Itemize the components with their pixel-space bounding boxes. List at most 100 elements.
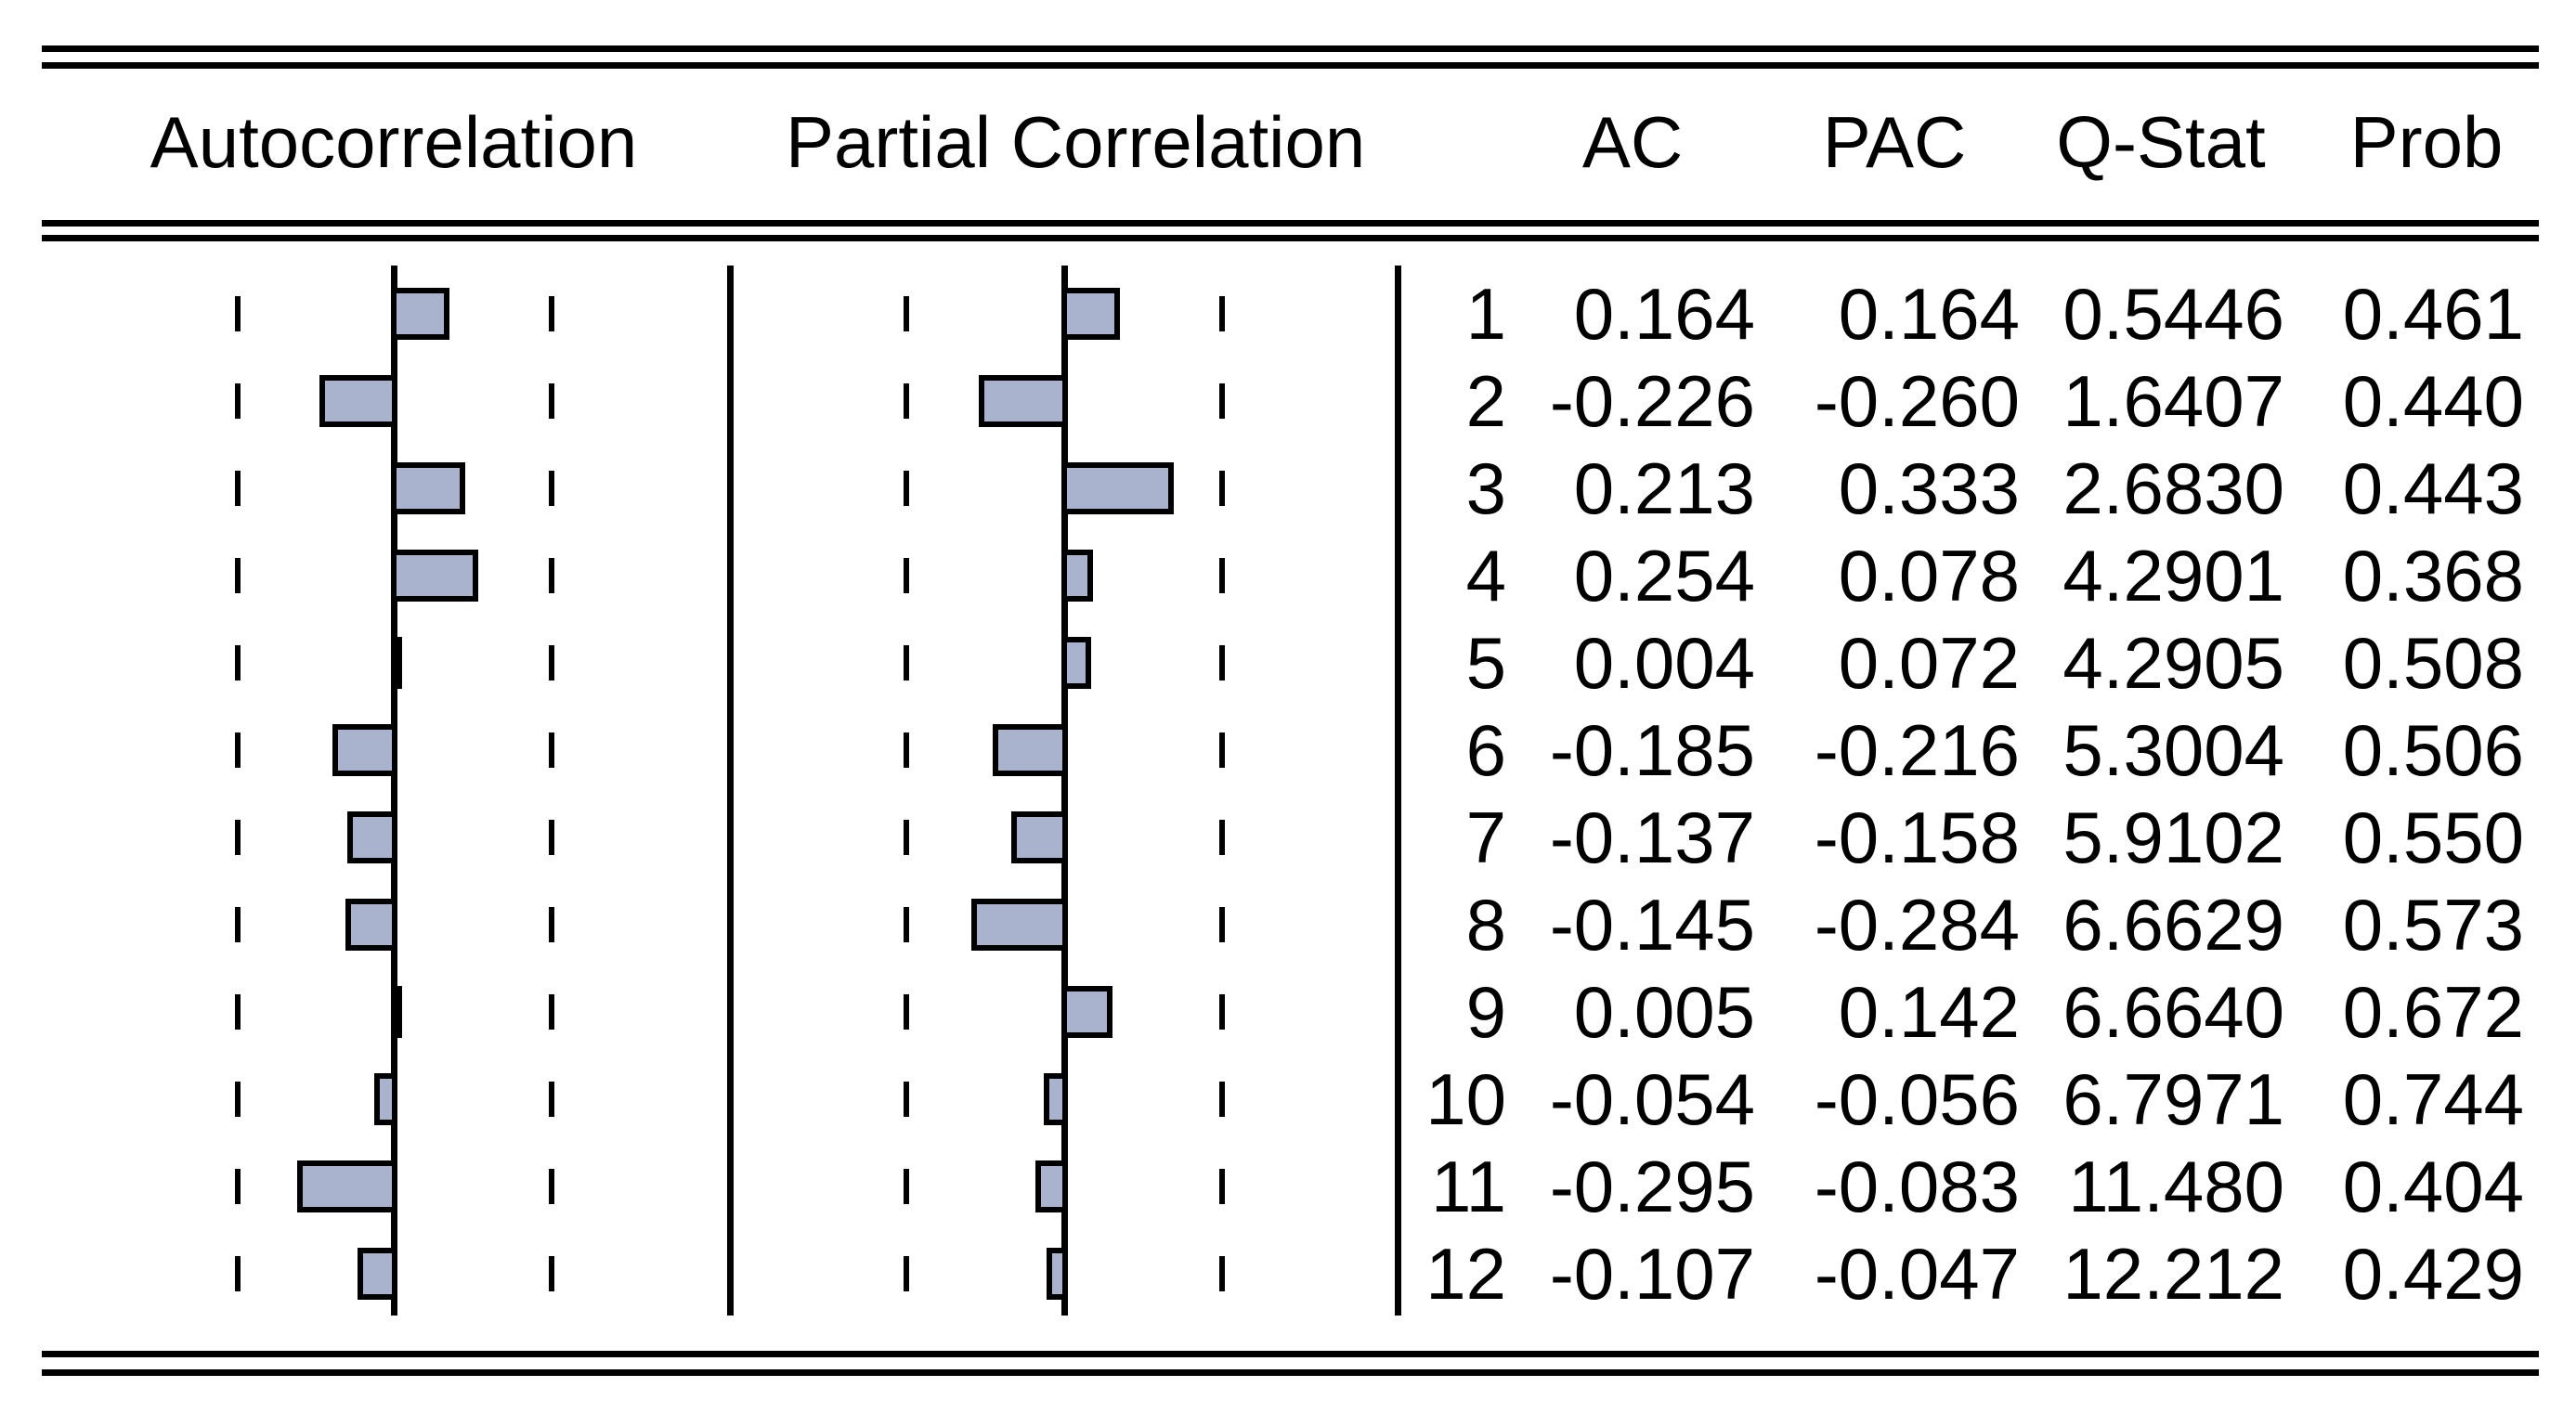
prob-cell: 0.506: [2342, 709, 2524, 791]
prob-cell: 0.744: [2342, 1058, 2524, 1140]
pac-bar-lag-7: [1011, 811, 1068, 863]
prob-cell: 0.440: [2342, 360, 2524, 442]
lag-cell: 12: [1425, 1233, 1506, 1315]
prob-cell: 0.368: [2342, 535, 2524, 616]
pac-bar-lag-10: [1044, 1073, 1068, 1125]
qstat-cell: 6.6629: [2062, 884, 2284, 966]
prob-cell: 0.508: [2342, 622, 2524, 704]
table-row: 4 0.254 0.078 4.2901 0.368: [0, 532, 2576, 619]
prob-cell: 0.404: [2342, 1146, 2524, 1227]
ac-cell: -0.137: [1549, 797, 1755, 878]
table-row: 3 0.213 0.333 2.6830 0.443: [0, 445, 2576, 532]
lag-cell: 10: [1425, 1058, 1506, 1140]
ac-cell: -0.107: [1549, 1233, 1755, 1315]
pac-cell: -0.158: [1814, 797, 2020, 878]
table-row: 2 -0.226 -0.260 1.6407 0.440: [0, 357, 2576, 445]
ac-cell: -0.145: [1549, 884, 1755, 966]
partial-correlation-header: Partial Correlation: [786, 101, 1366, 183]
lag-cell: 5: [1465, 622, 1506, 704]
lag-cell: 8: [1465, 884, 1506, 966]
pac-lower-band-line: [904, 296, 909, 1291]
ac-bar-lag-10: [374, 1073, 397, 1125]
pac-cell: -0.083: [1814, 1146, 2020, 1227]
ac-zero-axis-line: [391, 266, 397, 1316]
pac-cell: 0.072: [1838, 622, 2020, 704]
lag-cell: 4: [1465, 535, 1506, 616]
bottom-double-rule-1: [42, 1351, 2539, 1357]
pac-bar-lag-1: [1061, 288, 1120, 340]
pac-cell: -0.284: [1814, 884, 2020, 966]
ac-cell: 0.164: [1573, 273, 1755, 355]
pac-cell: -0.260: [1814, 360, 2020, 442]
qstat-cell: 5.3004: [2062, 709, 2284, 791]
autocorrelation-header: Autocorrelation: [150, 101, 638, 183]
prob-cell: 0.573: [2342, 884, 2524, 966]
qstat-cell: 5.9102: [2062, 797, 2284, 878]
pac-bar-lag-2: [979, 375, 1068, 427]
table-row: 1 0.164 0.164 0.5446 0.461: [0, 270, 2576, 357]
lag-cell: 2: [1465, 360, 1506, 442]
ac-bar-lag-4: [391, 550, 478, 602]
ac-cell: 0.005: [1573, 971, 1755, 1053]
table-row: 7 -0.137 -0.158 5.9102 0.550: [0, 794, 2576, 881]
ac-bar-lag-8: [345, 899, 397, 951]
ac-bar-lag-5: [391, 637, 402, 689]
table-row: 11 -0.295 -0.083 11.480 0.404: [0, 1143, 2576, 1230]
ac-cell: 0.004: [1573, 622, 1755, 704]
lag-cell: 1: [1465, 273, 1506, 355]
qstat-cell: 11.480: [2068, 1146, 2284, 1227]
table-row: 10 -0.054 -0.056 6.7971 0.744: [0, 1056, 2576, 1143]
ac-bar-lag-11: [297, 1160, 397, 1212]
ac-upper-band-line: [549, 296, 554, 1291]
ac-bar-lag-12: [358, 1248, 397, 1300]
header-separator-rule-2: [42, 235, 2539, 241]
table-row: 6 -0.185 -0.216 5.3004 0.506: [0, 706, 2576, 794]
ac-cell: -0.295: [1549, 1146, 1755, 1227]
table-row: 5 0.004 0.072 4.2905 0.508: [0, 619, 2576, 706]
ac-cell: -0.054: [1549, 1058, 1755, 1140]
pac-cell: -0.216: [1814, 709, 2020, 791]
pac-cell: -0.047: [1814, 1233, 2020, 1315]
lag-cell: 6: [1465, 709, 1506, 791]
bottom-double-rule-2: [42, 1369, 2539, 1376]
pac-upper-band-line: [1219, 296, 1225, 1291]
qstat-cell: 6.7971: [2062, 1058, 2284, 1140]
table-divider-line: [1395, 266, 1401, 1316]
ac-cell: -0.226: [1549, 360, 1755, 442]
header-separator-rule-1: [42, 220, 2539, 227]
pac-bar-lag-12: [1047, 1248, 1068, 1300]
pac-cell: 0.164: [1838, 273, 2020, 355]
pac-bar-lag-9: [1061, 986, 1112, 1038]
top-double-rule-1: [42, 45, 2539, 52]
lag-cell: 11: [1431, 1146, 1506, 1227]
pac-bar-lag-6: [993, 724, 1068, 776]
prob-cell: 0.550: [2342, 797, 2524, 878]
pac-cell: 0.333: [1838, 447, 2020, 529]
qstat-cell: 12.212: [2062, 1233, 2284, 1315]
ac-column-header: AC: [1581, 101, 1684, 183]
table-row: 8 -0.145 -0.284 6.6629 0.573: [0, 881, 2576, 968]
pac-bar-lag-8: [971, 899, 1068, 951]
qstat-cell: 2.6830: [2062, 447, 2284, 529]
ac-bar-lag-1: [391, 288, 449, 340]
pac-cell: -0.056: [1814, 1058, 2020, 1140]
lag-cell: 7: [1465, 797, 1506, 878]
prob-cell: 0.429: [2342, 1233, 2524, 1315]
table-row: 12 -0.107 -0.047 12.212 0.429: [0, 1230, 2576, 1317]
prob-column-header: Prob: [2349, 101, 2504, 183]
ac-bar-lag-7: [347, 811, 397, 863]
qstat-cell: 0.5446: [2062, 273, 2284, 355]
top-double-rule-2: [42, 62, 2539, 69]
ac-bar-lag-3: [391, 462, 465, 514]
ac-bar-lag-6: [332, 724, 397, 776]
prob-cell: 0.672: [2342, 971, 2524, 1053]
pac-column-header: PAC: [1822, 101, 1967, 183]
prob-cell: 0.461: [2342, 273, 2524, 355]
pac-zero-axis-line: [1061, 266, 1068, 1316]
ac-bar-lag-9: [391, 986, 402, 1038]
qstat-cell: 1.6407: [2062, 360, 2284, 442]
pac-bar-lag-4: [1061, 550, 1093, 602]
table-row: 9 0.005 0.142 6.6640 0.672: [0, 968, 2576, 1056]
